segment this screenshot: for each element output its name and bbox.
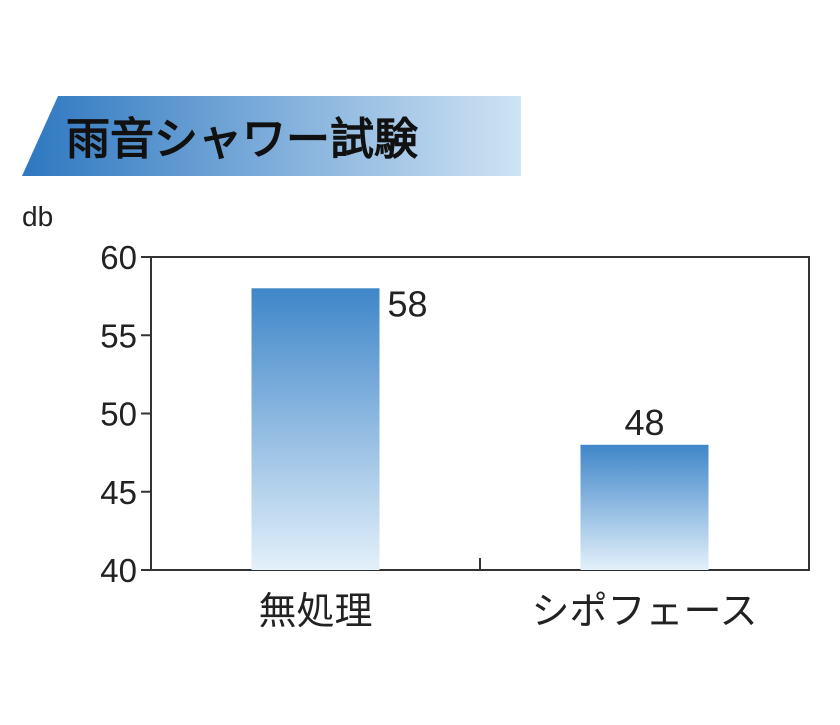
data-label-1: 58 — [388, 283, 428, 324]
title-banner: 雨音シャワー試験 — [22, 96, 521, 176]
y-tick-label: 40 — [100, 552, 137, 589]
title-banner-background — [22, 96, 521, 176]
bars: 58 48 — [251, 283, 709, 570]
plot-frame — [150, 256, 810, 571]
bar-1 — [251, 288, 380, 570]
y-tick-label: 60 — [100, 239, 137, 276]
data-label-2: 48 — [624, 402, 664, 443]
y-axis: 40 45 50 55 60 — [100, 239, 151, 589]
x-category-label: 無処理 — [258, 589, 372, 633]
x-category-label: シポフェース — [531, 589, 757, 633]
y-tick-label: 45 — [100, 474, 137, 511]
y-tick-label: 50 — [100, 396, 137, 433]
y-tick-label: 55 — [100, 317, 137, 354]
y-axis-unit-label: db — [22, 201, 53, 232]
x-axis: 無処理 シポフェース — [258, 558, 758, 633]
chart-title: 雨音シャワー試験 — [66, 114, 419, 165]
bar-2 — [580, 444, 709, 570]
